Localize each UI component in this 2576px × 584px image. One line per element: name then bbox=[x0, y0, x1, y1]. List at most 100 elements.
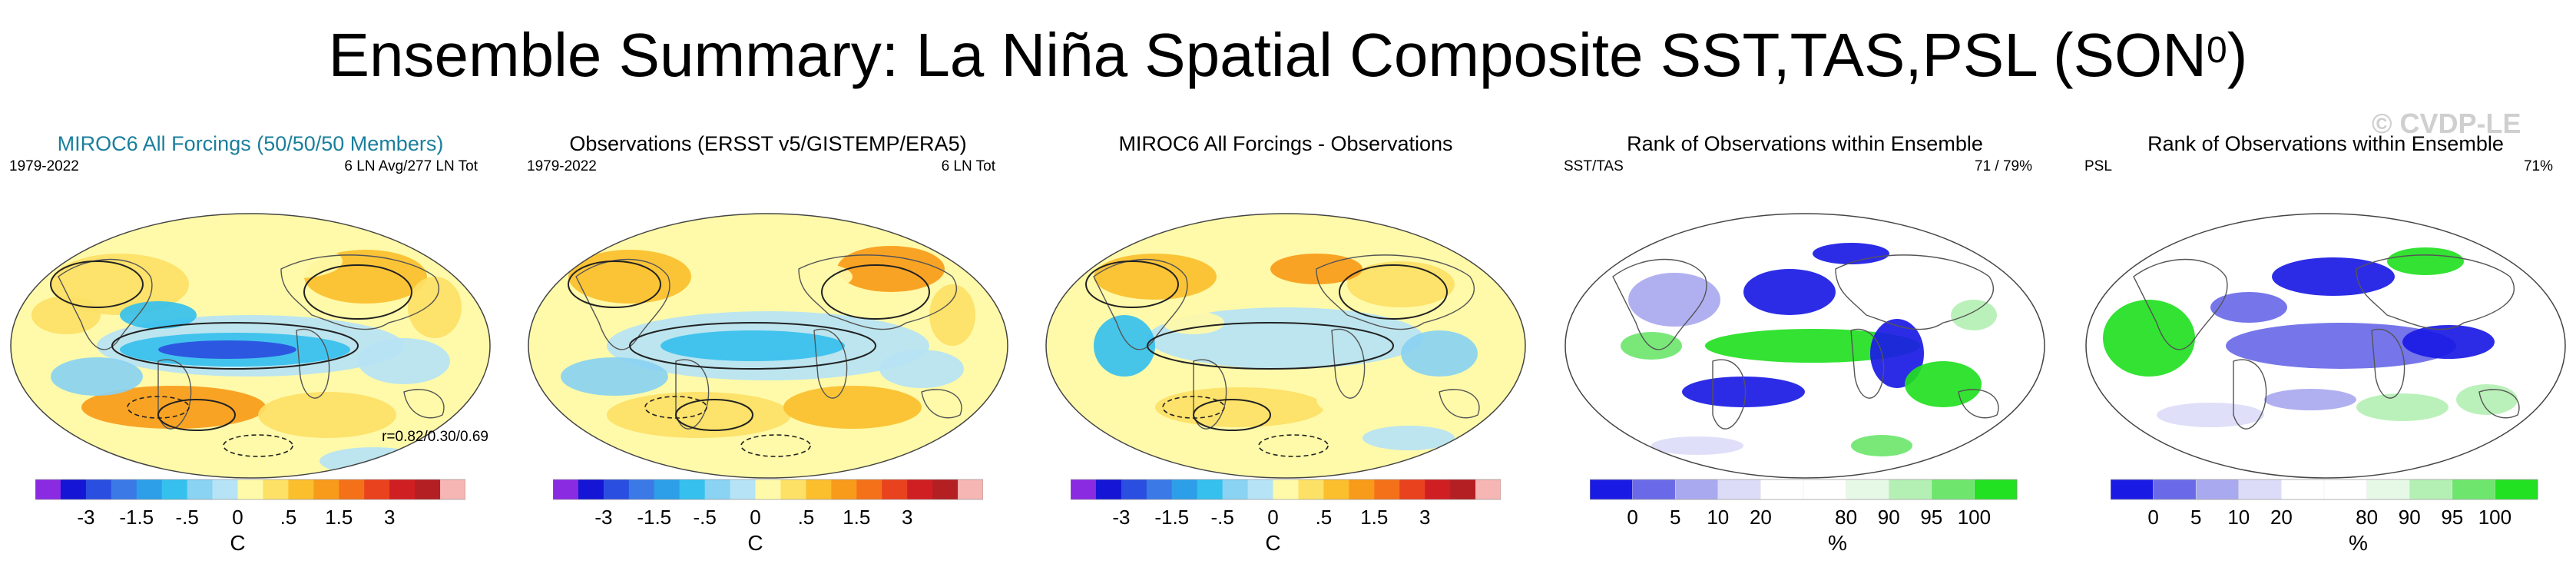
map-anomaly-region bbox=[320, 447, 427, 475]
colorbar-swatch bbox=[730, 479, 757, 499]
colorbar-tick-label: 95 bbox=[2441, 506, 2463, 529]
colorbar-tick-label: -1.5 bbox=[1154, 506, 1189, 529]
colorbar-tick-label: 100 bbox=[2478, 506, 2511, 529]
psl-contour bbox=[1339, 264, 1448, 320]
colorbar-swatch bbox=[2195, 479, 2240, 500]
colorbar-tick-label: 90 bbox=[1878, 506, 1900, 529]
colorbar-swatch bbox=[755, 479, 781, 499]
colorbar-swatch bbox=[1349, 479, 1375, 499]
colorbar-swatch bbox=[1071, 479, 1097, 499]
colorbar-tick-label: 10 bbox=[2227, 506, 2250, 529]
coastline bbox=[575, 258, 670, 350]
colorbar-tick-label: -1.5 bbox=[119, 506, 154, 529]
colorbar-swatch bbox=[654, 479, 680, 499]
panel-title: MIROC6 All Forcings - Observations bbox=[1118, 132, 1453, 155]
colorbar-swatch bbox=[856, 479, 882, 499]
panel-rank-sst-tas: Rank of Observations within Ensemble SST… bbox=[1559, 129, 2051, 559]
colorbar-swatch bbox=[1974, 479, 2018, 500]
psl-contour bbox=[50, 260, 144, 308]
psl-contour-negative bbox=[1162, 396, 1225, 419]
map-anomaly-region bbox=[1401, 330, 1478, 377]
map-anomaly-region bbox=[51, 357, 143, 396]
colorbar-tick-label: 10 bbox=[1707, 506, 1729, 529]
map-anomaly-region bbox=[1651, 436, 1743, 455]
colorbar-swatch bbox=[415, 479, 441, 499]
map-anomaly-region bbox=[120, 301, 197, 329]
panel-difference-composite: MIROC6 All Forcings - Observations -3 -1.… bbox=[1040, 129, 1531, 559]
map-border bbox=[1564, 213, 2045, 479]
colorbar-swatch bbox=[161, 479, 188, 499]
map-anomaly-region bbox=[1851, 435, 1912, 456]
psl-contour bbox=[821, 264, 930, 320]
map-anomaly-region bbox=[879, 350, 964, 388]
colorbar-swatch bbox=[1171, 479, 1198, 499]
colorbar-unit-label: % bbox=[2349, 531, 2368, 555]
map-anomaly-region bbox=[1682, 377, 1805, 407]
coastline bbox=[1835, 254, 1994, 330]
colorbar-swatch bbox=[2153, 479, 2197, 500]
coastline bbox=[1331, 328, 1366, 399]
map-fill bbox=[11, 214, 490, 478]
colorbar: -3 -1.5 -.5 0 .5 1.5 3 C bbox=[1071, 479, 1501, 555]
colorbar-swatch bbox=[1399, 479, 1425, 499]
psl-contour bbox=[629, 322, 876, 370]
map-anomaly-region bbox=[2456, 384, 2518, 415]
panel-title: Observations (ERSST v5/GISTEMP/ERA5) bbox=[569, 132, 967, 155]
map-fill bbox=[2086, 214, 2565, 478]
map-anomaly-region bbox=[1094, 315, 1155, 377]
colorbar-unit-label: C bbox=[230, 531, 245, 555]
colorbar-swatch bbox=[339, 479, 365, 499]
map-anomaly-region bbox=[783, 386, 922, 429]
psl-contour bbox=[1147, 322, 1394, 370]
colorbar-swatch bbox=[2111, 479, 2154, 500]
map-anomaly-region bbox=[1905, 361, 1982, 407]
colorbar-swatch bbox=[882, 479, 908, 499]
coastline bbox=[1850, 328, 1885, 399]
map-fill bbox=[528, 214, 1008, 478]
colorbar-swatch bbox=[1374, 479, 1400, 499]
coastline bbox=[1316, 254, 1475, 330]
colorbar-swatch bbox=[1674, 479, 1719, 500]
colorbar-swatch bbox=[603, 479, 630, 499]
map-anomaly-region bbox=[561, 357, 668, 396]
colorbar-swatch bbox=[237, 479, 263, 499]
map-anomaly-region bbox=[1705, 329, 1920, 363]
map-border bbox=[1045, 213, 1526, 479]
colorbar-swatch bbox=[111, 479, 137, 499]
figure-title: Ensemble Summary: La Niña Spatial Compos… bbox=[328, 21, 2248, 89]
coastline bbox=[2233, 359, 2267, 430]
map-anomaly-region bbox=[1094, 254, 1217, 300]
colorbar-swatch bbox=[85, 479, 112, 499]
colorbar-tick-label: 1.5 bbox=[325, 506, 353, 529]
colorbar-swatch bbox=[1222, 479, 1249, 499]
colorbar-swatch bbox=[2323, 479, 2368, 500]
map-anomaly-region bbox=[1813, 243, 1889, 264]
map-anomaly-region bbox=[358, 338, 450, 384]
colorbar-swatch bbox=[1095, 479, 1122, 499]
colorbar-swatch bbox=[780, 479, 806, 499]
figure-title-superscript: 0 bbox=[2207, 30, 2227, 71]
map-anomaly-region bbox=[776, 263, 853, 290]
map-anomaly-region bbox=[408, 277, 462, 338]
colorbar-swatch bbox=[1931, 479, 1975, 500]
colorbar-swatch bbox=[1475, 479, 1501, 499]
colorbar-swatch bbox=[907, 479, 933, 499]
colorbar-tick-label: 0 bbox=[232, 506, 243, 529]
coastline bbox=[58, 258, 153, 350]
map-anomaly-region bbox=[1155, 387, 1324, 427]
colorbar-swatch bbox=[1632, 479, 1676, 500]
colorbar-tick-label: -3 bbox=[594, 506, 612, 529]
map-anomaly-region bbox=[2402, 325, 2495, 359]
colorbar-tick-label: 1.5 bbox=[843, 506, 870, 529]
colorbar-swatch bbox=[553, 479, 579, 499]
map-anomaly-region bbox=[2210, 292, 2287, 323]
map-border bbox=[2085, 213, 2566, 479]
colorbar-tick-label: .5 bbox=[798, 506, 815, 529]
colorbar-swatch bbox=[1323, 479, 1349, 499]
coastline bbox=[1712, 359, 1747, 430]
watermark: © CVDP-LE bbox=[2372, 108, 2521, 139]
map-anomaly-region bbox=[1951, 300, 1997, 330]
map-anomaly-region bbox=[81, 386, 266, 429]
map-heatmap bbox=[2085, 213, 2566, 479]
panel-summary-label: 71 / 79% bbox=[1975, 158, 2032, 174]
